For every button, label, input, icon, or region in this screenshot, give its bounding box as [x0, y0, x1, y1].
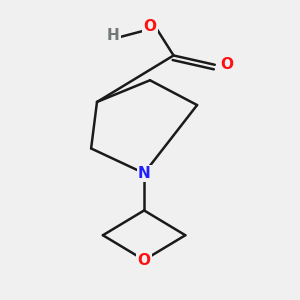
Text: N: N: [138, 166, 151, 181]
Text: O: O: [220, 57, 233, 72]
Text: O: O: [138, 253, 151, 268]
Text: H: H: [107, 28, 120, 43]
Text: O: O: [143, 19, 157, 34]
